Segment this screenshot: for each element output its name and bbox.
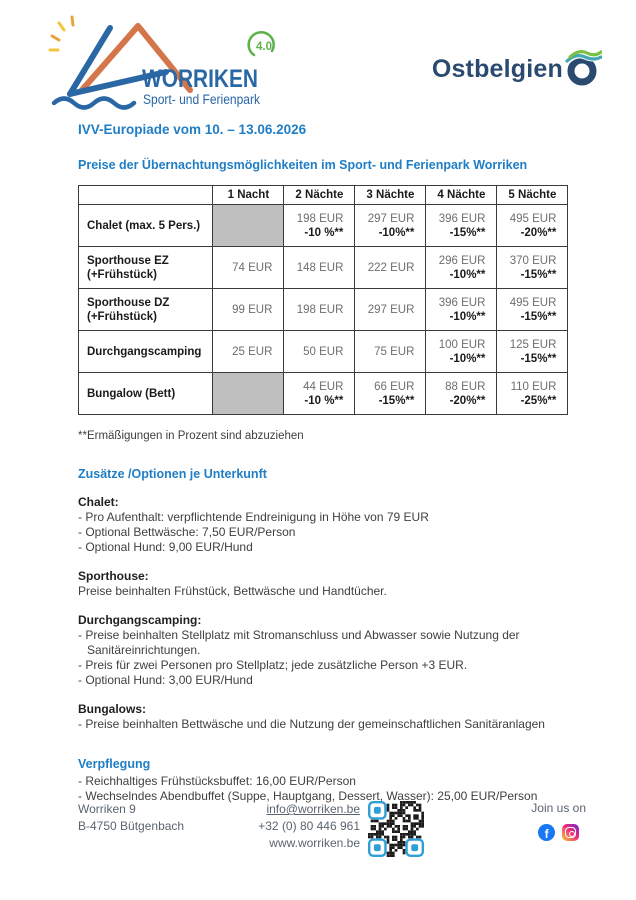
version-badge: 4.0: [247, 31, 275, 57]
price-cell: 75 EUR: [354, 330, 427, 373]
row-label: Bungalow (Bett): [77, 372, 214, 415]
worriken-logo: WORRIKEN 4.0 Sport- und Ferienpark: [48, 15, 275, 110]
phone-number: +32 (0) 80 446 961: [258, 819, 360, 833]
row-label: Durchgangscamping: [77, 330, 214, 373]
price-cell: 25 EUR: [212, 330, 285, 373]
column-header: 5 Nächte: [496, 185, 569, 205]
price-cell: 50 EUR: [283, 330, 356, 373]
table-row: Sporthouse DZ (+Frühstück) 99 EUR 198 EUR 29…: [77, 288, 569, 331]
column-header: [77, 185, 214, 205]
instagram-icon[interactable]: [562, 824, 580, 841]
options-sections: Chalet: - Pro Aufenthalt: verpflichtende …: [78, 495, 560, 732]
price-cell: 396 EUR -15%**: [425, 204, 498, 247]
option-line: - Optional Bettwäsche: 7,50 EUR/Person: [78, 525, 296, 539]
prices-title: Preise der Übernachtungsmöglichkeiten im…: [78, 158, 528, 172]
catering-lines: - Reichhaltiges Frühstücksbuffet: 16,00 …: [78, 774, 578, 804]
qr-code: [368, 801, 424, 857]
price-cell: 125 EUR -15%**: [496, 330, 569, 373]
option-line: - Preise beinhalten Bettwäsche und die N…: [78, 717, 545, 731]
sail-mountain-icon: [51, 23, 193, 110]
brand-wordmark: WORRIKEN: [142, 65, 258, 93]
option-line: - Optional Hund: 3,00 EUR/Hund: [78, 673, 253, 687]
price-cell: 110 EUR -25%**: [496, 372, 569, 415]
logo-tagline: Sport- und Ferienpark: [143, 92, 260, 107]
option-section: Bungalows: - Preise beinhalten Bettwäsche…: [78, 702, 560, 732]
social-label: Join us on: [531, 801, 586, 815]
website-url: www.worriken.be: [269, 836, 360, 850]
address-line2: B-4750 Bütgenbach: [78, 819, 185, 833]
row-label: Sporthouse EZ (+Frühstück): [77, 246, 214, 289]
column-header: 1 Nacht: [212, 185, 285, 205]
row-label: Sporthouse DZ (+Frühstück): [77, 288, 214, 331]
contact-block: info@worriken.be +32 (0) 80 446 961 www.…: [230, 801, 360, 852]
option-line: - Preise beinhalten Stellplatz mit Strom…: [78, 628, 520, 657]
price-cell: 370 EUR -15%**: [496, 246, 569, 289]
price-cell: 74 EUR: [212, 246, 285, 289]
price-cell: 198 EUR: [283, 288, 356, 331]
option-line: - Preis für zwei Personen pro Stellplatz…: [78, 658, 468, 672]
facebook-icon[interactable]: f: [538, 824, 556, 841]
price-cell: 148 EUR: [283, 246, 356, 289]
version-badge-label: 4.0: [256, 41, 272, 53]
price-cell: 297 EUR -10%**: [354, 204, 427, 247]
catering-line: - Reichhaltiges Frühstücksbuffet: 16,00 …: [78, 774, 356, 788]
email-link[interactable]: info@worriken.be: [266, 802, 360, 816]
option-section: Sporthouse: Preise beinhalten Frühstück, …: [78, 569, 560, 599]
discount-footnote: **Ermäßigungen in Prozent sind abzuziehe…: [78, 430, 304, 442]
option-section-title: Bungalows:: [78, 702, 146, 716]
option-line: Preise beinhalten Frühstück, Bettwäsche …: [78, 584, 387, 598]
column-header: 2 Nächte: [283, 185, 356, 205]
catering-heading: Verpflegung: [78, 757, 151, 771]
price-cell: 99 EUR: [212, 288, 285, 331]
shaded-cell: [212, 204, 285, 247]
price-cell: 88 EUR -20%**: [425, 372, 498, 415]
column-header: 4 Nächte: [425, 185, 498, 205]
price-cell: 66 EUR -15%**: [354, 372, 427, 415]
shaded-cell: [212, 372, 285, 415]
price-table: 1 Nacht 2 Nächte 3 Nächte 4 Nächte 5 Nächte …: [77, 185, 569, 415]
row-label: Chalet (max. 5 Pers.): [77, 204, 214, 247]
ostbelgien-wordmark: Ostbelgien: [431, 55, 563, 83]
option-section: Chalet: - Pro Aufenthalt: verpflichtende …: [78, 495, 560, 555]
price-cell: 44 EUR -10 %**: [283, 372, 356, 415]
option-section: Durchgangscamping: - Preise beinhalten St…: [78, 613, 560, 688]
option-section-title: Chalet:: [78, 495, 119, 509]
page-header: WORRIKEN 4.0 Sport- und Ferienpark Ostbe…: [0, 0, 636, 110]
page-footer: Worriken 9 B-4750 Bütgenbach info@worrik…: [78, 801, 588, 857]
ostbelgien-emblem-icon: [564, 50, 602, 86]
event-title: IVV-Europiade vom 10. – 13.06.2026: [78, 122, 307, 137]
table-row: Durchgangscamping 25 EUR 50 EUR 75 EUR 100 E…: [77, 330, 569, 373]
ostbelgien-logo: Ostbelgien: [431, 50, 602, 88]
table-row: Bungalow (Bett) 44 EUR -10 %** 66 EUR -15%**…: [77, 372, 569, 415]
option-section-title: Sporthouse:: [78, 569, 149, 583]
wave-icon: [51, 96, 137, 110]
social-block: Join us on f: [531, 801, 588, 841]
catering-line: - Wechselndes Abendbuffet (Suppe, Hauptg…: [78, 789, 538, 803]
price-cell: 495 EUR -15%**: [496, 288, 569, 331]
price-cell: 222 EUR: [354, 246, 427, 289]
price-cell: 198 EUR -10 %**: [283, 204, 356, 247]
option-line: - Optional Hund: 9,00 EUR/Hund: [78, 540, 253, 554]
sun-icon: [48, 15, 75, 52]
price-table-header: 1 Nacht 2 Nächte 3 Nächte 4 Nächte 5 Nächte: [77, 185, 569, 205]
price-cell: 396 EUR -10%**: [425, 288, 498, 331]
table-row: Chalet (max. 5 Pers.) 198 EUR -10 %** 297 E…: [77, 204, 569, 247]
option-line: - Pro Aufenthalt: verpflichtende Endrein…: [78, 510, 429, 524]
column-header: 3 Nächte: [354, 185, 427, 205]
price-cell: 495 EUR -20%**: [496, 204, 569, 247]
price-cell: 296 EUR -10%**: [425, 246, 498, 289]
table-row: Sporthouse EZ (+Frühstück) 74 EUR 148 EUR 22…: [77, 246, 569, 289]
address-block: Worriken 9 B-4750 Bütgenbach: [78, 801, 230, 835]
options-heading: Zusätze /Optionen je Unterkunft: [78, 467, 267, 481]
price-cell: 297 EUR: [354, 288, 427, 331]
option-section-title: Durchgangscamping:: [78, 613, 202, 627]
price-cell: 100 EUR -10%**: [425, 330, 498, 373]
address-line1: Worriken 9: [78, 802, 136, 816]
